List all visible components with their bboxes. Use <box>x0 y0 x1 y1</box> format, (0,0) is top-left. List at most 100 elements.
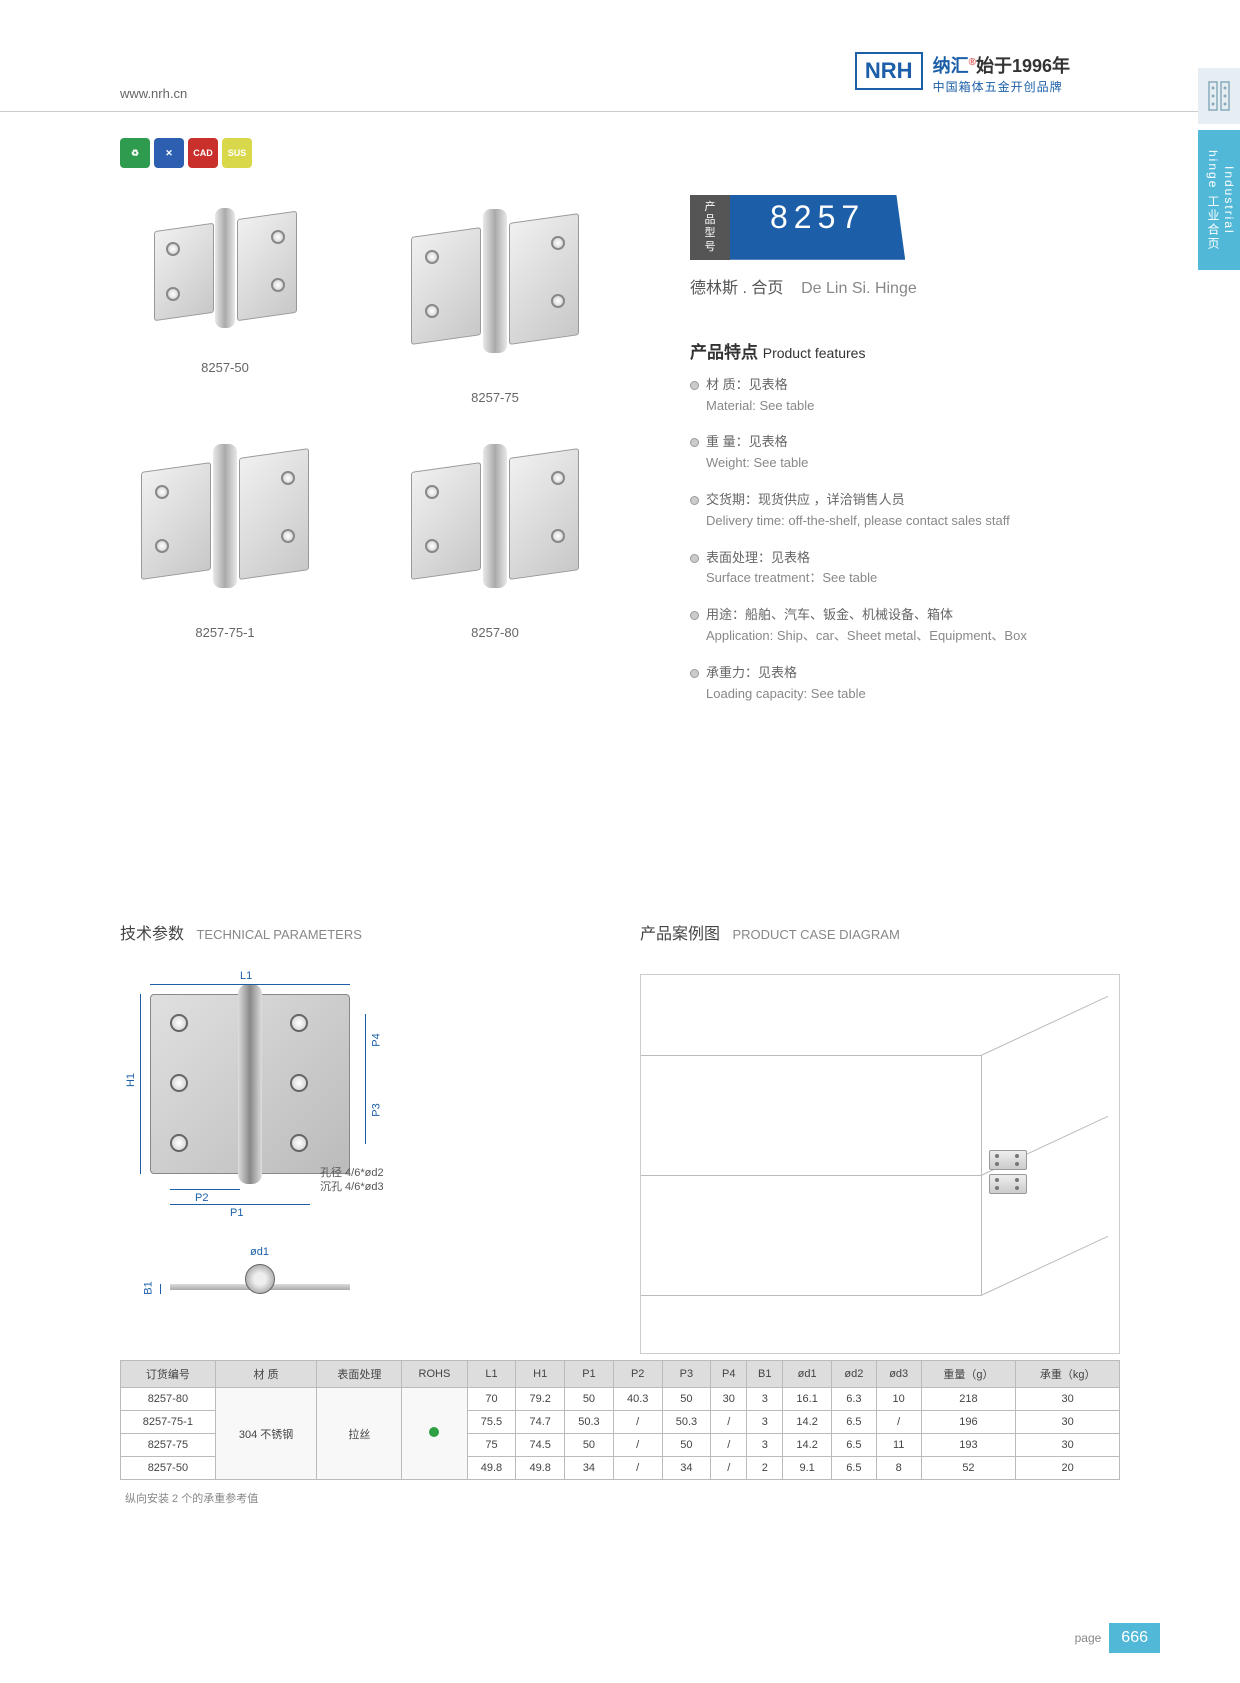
feature-cn: 材 质：见表格 <box>706 377 788 392</box>
feature-item: 交货期：现货供应 ，详洽销售人员 Delivery time: off-the-s… <box>690 490 1120 532</box>
feature-item: 表面处理：见表格 Surface treatment：See table <box>690 548 1120 590</box>
dim-p1: P1 <box>230 1207 243 1219</box>
feature-cn: 承重力：见表格 <box>706 665 797 680</box>
table-header: P4 <box>711 1361 747 1388</box>
feature-en: Surface treatment：See table <box>706 568 1120 589</box>
feature-en: Application: Ship、car、Sheet metal、Equipm… <box>706 626 1120 647</box>
product-model-label: 8257-80 <box>390 625 600 640</box>
table-header: B1 <box>747 1361 783 1388</box>
brand-logo: NRH 纳汇®始于1996年 中国箱体五金开创品牌 <box>855 52 1070 95</box>
cell-value: / <box>711 1457 747 1480</box>
cad-badge-icon: CAD <box>188 138 218 168</box>
feature-en: Delivery time: off-the-shelf, please con… <box>706 511 1120 532</box>
tool-badge-icon: ✕ <box>154 138 184 168</box>
table-header: 订货编号 <box>121 1361 216 1388</box>
cell-value: 75 <box>467 1434 516 1457</box>
product-item: 8257-80 <box>390 435 600 640</box>
model-info: 产品 型号 8257 德林斯 . 合页 De Lin Si. Hinge 产品特… <box>690 195 1120 720</box>
table-footnote: 纵向安装 2 个的承重参考值 <box>125 1490 258 1506</box>
dim-od1: ød1 <box>250 1246 269 1258</box>
feature-cn: 交货期：现货供应 ，详洽销售人员 <box>706 492 905 507</box>
table-header: P1 <box>565 1361 614 1388</box>
cell-id: 8257-75 <box>121 1434 216 1457</box>
feature-cn: 表面处理：见表格 <box>706 550 810 565</box>
dim-p3: P3 <box>371 1103 383 1116</box>
sus-badge-icon: SUS <box>222 138 252 168</box>
cell-id: 8257-80 <box>121 1388 216 1411</box>
hole-note-2: 沉孔 4/6*ød3 <box>320 1178 384 1194</box>
table-header: H1 <box>516 1361 565 1388</box>
feature-item: 用途：船舶、汽车、钣金、机械设备、箱体Application: Ship、car… <box>690 605 1120 647</box>
page-number: 666 <box>1109 1623 1160 1653</box>
tech-title: 技术参数 TECHNICAL PARAMETERS <box>120 920 400 944</box>
product-grid: 8257-50 8257-75 8257-75-1 <box>120 200 600 640</box>
hinge-illustration <box>395 200 595 380</box>
table-header: 材 质 <box>215 1361 317 1388</box>
certification-badges: ♻ ✕ CAD SUS <box>120 138 252 168</box>
cell-value: 52 <box>921 1457 1016 1480</box>
table-header: ød3 <box>876 1361 921 1388</box>
cell-value: 30 <box>711 1388 747 1411</box>
cell-value: 74.7 <box>516 1411 565 1434</box>
cell-value: 218 <box>921 1388 1016 1411</box>
product-name-en: De Lin Si. Hinge <box>801 280 917 297</box>
table-header: P3 <box>662 1361 711 1388</box>
cell-value: 50.3 <box>662 1411 711 1434</box>
since-year: 始于1996年 <box>976 56 1070 76</box>
eco-badge-icon: ♻ <box>120 138 150 168</box>
cell-value: 10 <box>876 1388 921 1411</box>
feature-item: 重 量：见表格 Weight: See table <box>690 432 1120 474</box>
cell-value: 40.3 <box>613 1388 662 1411</box>
table-header: P2 <box>613 1361 662 1388</box>
rohs-dot-icon <box>429 1427 439 1437</box>
registered-mark: ® <box>969 57 976 68</box>
brand-tagline: 中国箱体五金开创品牌 <box>933 78 1070 95</box>
case-diagram <box>640 974 1120 1354</box>
cell-value: 14.2 <box>783 1411 832 1434</box>
cell-value: 34 <box>565 1457 614 1480</box>
hinge-illustration <box>125 435 325 615</box>
hinge-illustration <box>140 200 310 350</box>
cell-value: 74.5 <box>516 1434 565 1457</box>
cell-value: 34 <box>662 1457 711 1480</box>
cell-value: 50.3 <box>565 1411 614 1434</box>
cell-value: 30 <box>1016 1388 1120 1411</box>
table-header: L1 <box>467 1361 516 1388</box>
cell-value: 8 <box>876 1457 921 1480</box>
case-hinge-icon <box>989 1150 1029 1195</box>
features-title-en: Product features <box>763 345 866 361</box>
logo-mark: NRH <box>855 52 923 90</box>
feature-cn: 重 量：见表格 <box>706 434 788 449</box>
cell-value: 49.8 <box>516 1457 565 1480</box>
cell-value: 196 <box>921 1411 1016 1434</box>
product-name-cn: 德林斯 . 合页 <box>690 280 783 297</box>
cell-id: 8257-75-1 <box>121 1411 216 1434</box>
page-header: www.nrh.cn NRH 纳汇®始于1996年 中国箱体五金开创品牌 <box>0 52 1240 112</box>
cell-value: 3 <box>747 1434 783 1457</box>
hinge-category-icon <box>1198 68 1240 124</box>
cell-rohs <box>402 1388 467 1480</box>
model-number-tag: 产品 型号 8257 <box>690 195 1120 260</box>
tech-title-cn: 技术参数 <box>120 926 184 943</box>
cell-value: 49.8 <box>467 1457 516 1480</box>
cell-surface: 拉丝 <box>317 1388 402 1480</box>
cell-value: / <box>711 1411 747 1434</box>
table-header: ød2 <box>831 1361 876 1388</box>
tech-title-en: TECHNICAL PARAMETERS <box>196 927 361 942</box>
cell-value: 20 <box>1016 1457 1120 1480</box>
feature-item: 材 质：见表格Material: See table <box>690 375 1120 417</box>
case-title: 产品案例图 PRODUCT CASE DIAGRAM <box>640 920 1120 944</box>
cell-value: / <box>613 1434 662 1457</box>
cell-value: 50 <box>662 1434 711 1457</box>
cell-value: / <box>711 1434 747 1457</box>
feature-item: 承重力：见表格Loading capacity: See table <box>690 663 1120 705</box>
cell-value: 9.1 <box>783 1457 832 1480</box>
table-header: 重量（g） <box>921 1361 1016 1388</box>
model-tag-label: 产品 型号 <box>690 195 730 260</box>
case-title-en: PRODUCT CASE DIAGRAM <box>732 927 899 942</box>
cell-value: 6.3 <box>831 1388 876 1411</box>
product-item: 8257-50 <box>120 200 330 405</box>
feature-en: Weight: See table <box>706 453 1120 474</box>
cell-value: 50 <box>662 1388 711 1411</box>
cell-value: 70 <box>467 1388 516 1411</box>
